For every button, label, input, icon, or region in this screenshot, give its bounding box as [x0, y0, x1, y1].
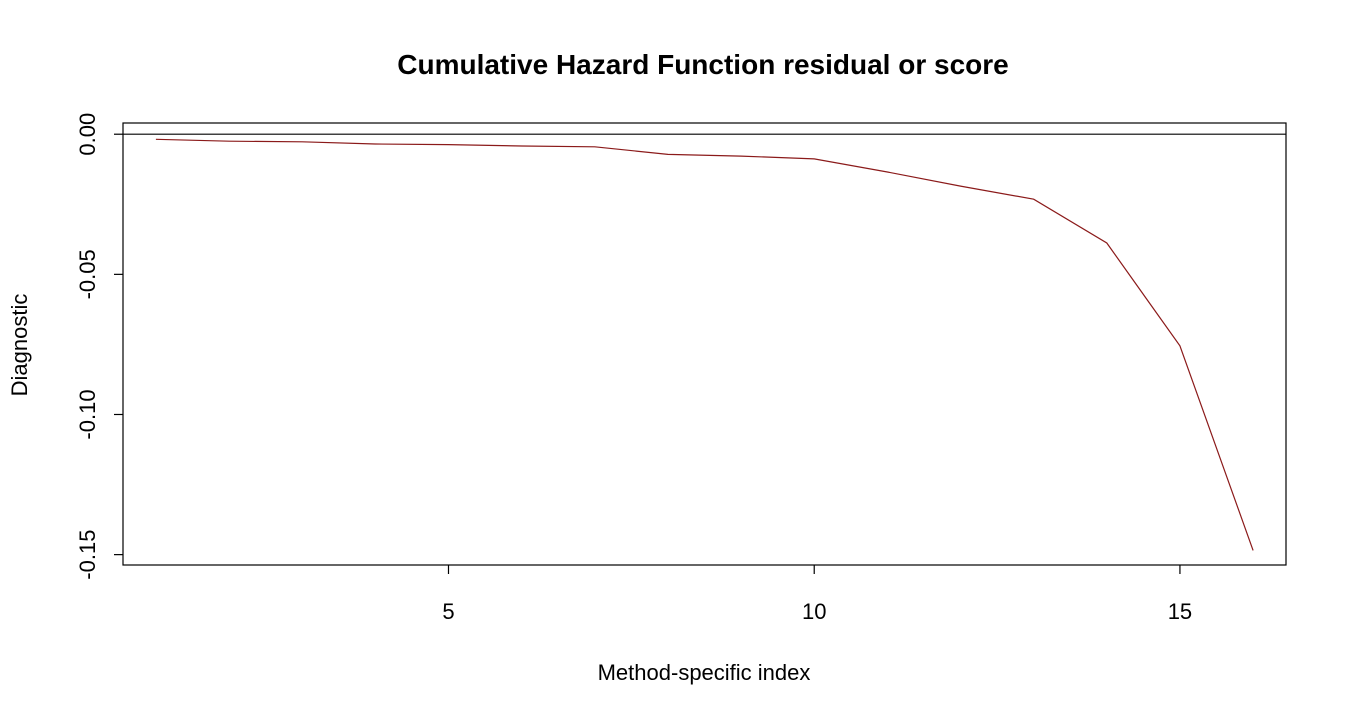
plot-frame: [122, 122, 1287, 566]
chart-title: Cumulative Hazard Function residual or s…: [397, 49, 1008, 80]
x-axis-label: Method-specific index: [598, 660, 811, 685]
series-line-0: [155, 138, 1254, 551]
x-axis: 5 10 15: [442, 565, 1192, 624]
x-tick-label: 15: [1168, 599, 1192, 624]
y-axis: 0.00 -0.05 -0.10 -0.15: [75, 113, 123, 580]
y-axis-label: Diagnostic: [7, 294, 32, 397]
x-tick-label: 5: [442, 599, 454, 624]
y-tick-label: 0.00: [75, 113, 100, 156]
y-tick-label: -0.05: [75, 249, 100, 299]
x-tick-label: 10: [802, 599, 826, 624]
y-tick-label: -0.10: [75, 389, 100, 439]
y-tick-label: -0.15: [75, 530, 100, 580]
